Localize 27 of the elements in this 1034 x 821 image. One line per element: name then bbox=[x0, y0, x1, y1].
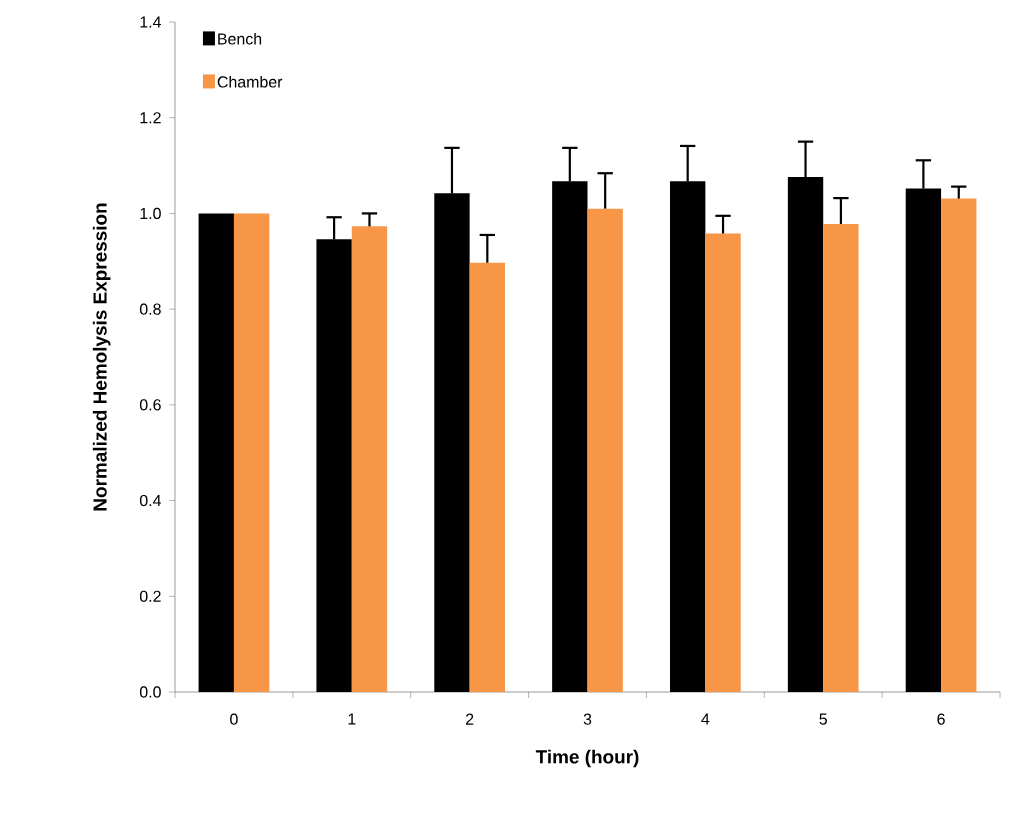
y-tick-label: 0.0 bbox=[139, 686, 161, 698]
y-tick-label: 1.2 bbox=[140, 112, 161, 124]
y-tick-label: 1.4 bbox=[140, 16, 161, 28]
bar bbox=[823, 223, 859, 692]
y-tick-label: 0.2 bbox=[139, 590, 161, 602]
bar bbox=[233, 213, 270, 692]
x-tick-label: 2 bbox=[466, 713, 474, 725]
x-tick-label: 0 bbox=[230, 713, 238, 725]
x-tick-label: 3 bbox=[583, 713, 592, 725]
x-tick-label: 4 bbox=[701, 713, 710, 725]
bar bbox=[941, 198, 977, 692]
y-tick-label: 0.8 bbox=[139, 303, 161, 315]
x-axis-title: Time (hour) bbox=[535, 749, 639, 768]
legend-label: Chamber bbox=[217, 75, 283, 88]
bar bbox=[705, 233, 741, 692]
x-tick-label: 6 bbox=[937, 713, 945, 725]
legend-label: Bench bbox=[218, 32, 262, 45]
x-tick-label: 1 bbox=[348, 713, 356, 725]
bar bbox=[587, 208, 623, 692]
y-tick-label: 0.4 bbox=[139, 494, 161, 507]
y-tick-label: 0.6 bbox=[139, 399, 161, 411]
bar bbox=[469, 262, 505, 692]
y-axis-title: Normalized Hemolysis Expression bbox=[92, 203, 111, 511]
bar bbox=[198, 213, 234, 692]
bar bbox=[351, 226, 388, 692]
y-tick-label: 1.0 bbox=[140, 207, 161, 220]
x-tick-label: 5 bbox=[819, 713, 827, 725]
